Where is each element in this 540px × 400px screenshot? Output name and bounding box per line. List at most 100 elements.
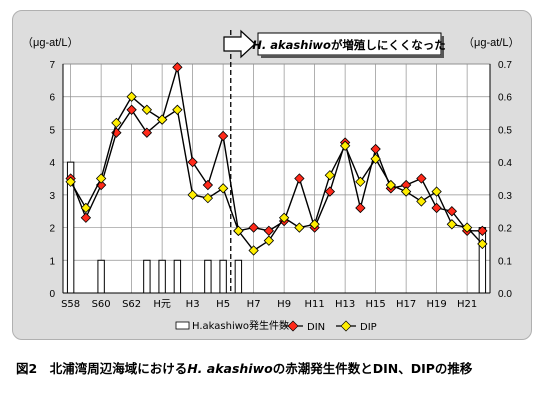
series-line-din	[69, 67, 483, 232]
x-tick-label: S60	[92, 299, 111, 310]
left-axis-label: （μg-at/L）	[22, 36, 78, 49]
left-tick-label: 4	[49, 158, 55, 169]
point-dip	[233, 225, 244, 237]
legend-din-label: DIN	[307, 322, 325, 333]
point-din	[355, 202, 366, 214]
bar-mark	[158, 259, 166, 294]
point-din	[416, 173, 427, 184]
bar-mark	[97, 259, 105, 294]
annotation-box-shadow	[441, 36, 444, 58]
right-tick-label: 0.1	[498, 256, 512, 267]
caption-italic: H. akashiwo	[187, 361, 273, 376]
point-din	[294, 173, 305, 184]
x-tick-label: H9	[277, 299, 291, 310]
right-axis-label: （μg-at/L）	[463, 36, 519, 49]
x-tick-label: H11	[305, 299, 325, 310]
x-tick-label: H15	[366, 299, 386, 310]
point-dip	[294, 222, 305, 233]
point-dip	[263, 235, 275, 246]
point-dip	[309, 219, 320, 230]
left-tick-label: 5	[49, 125, 55, 136]
right-tick-label: 0.6	[498, 93, 512, 104]
right-tick-label: 0.4	[498, 158, 512, 169]
legend-dip-label: DIP	[360, 322, 377, 333]
annotation-text: H. akashiwoが増殖しにくくなった	[252, 38, 445, 52]
point-dip	[355, 176, 366, 187]
x-tick-label: H19	[427, 299, 447, 310]
point-dip	[217, 183, 229, 194]
point-din	[141, 127, 153, 138]
point-din	[446, 206, 458, 217]
point-dip	[248, 245, 259, 256]
point-dip	[156, 114, 168, 125]
right-tick-label: 0.2	[498, 224, 512, 235]
right-tick-label: 0.0	[498, 289, 512, 300]
point-dip	[172, 104, 183, 115]
arrow-icon	[223, 29, 256, 59]
x-tick-label: H5	[216, 299, 230, 310]
legend-din-marker	[287, 320, 299, 332]
annotation-italic: H. akashiwo	[252, 38, 331, 52]
annotation-suffix: が増殖しにくくなった	[331, 38, 446, 52]
x-tick-label: H元	[153, 299, 171, 310]
left-tick-label: 3	[49, 191, 55, 202]
bar-mark	[173, 259, 182, 294]
point-dip	[461, 222, 473, 233]
point-dip	[339, 140, 351, 151]
right-tick-label: 0.3	[498, 191, 512, 202]
point-dip	[385, 179, 397, 191]
point-din	[126, 104, 137, 115]
caption-prefix: 図2 北浦湾周辺海域における	[16, 361, 188, 376]
point-din	[202, 179, 214, 191]
annotation-box-shadow-bottom	[261, 55, 444, 58]
point-din	[248, 222, 259, 233]
point-din	[187, 156, 198, 168]
legend-dip-marker	[340, 320, 352, 332]
point-dip	[477, 238, 488, 250]
bar-mark	[478, 227, 487, 294]
point-din	[324, 186, 336, 197]
left-tick-label: 2	[49, 224, 55, 235]
bar-mark	[204, 259, 212, 294]
point-din	[217, 130, 229, 142]
point-dip	[187, 189, 198, 201]
right-tick-label: 0.7	[498, 60, 512, 71]
point-dip	[324, 170, 336, 181]
point-dip	[400, 186, 412, 197]
legend-bar-swatch	[175, 321, 190, 330]
point-dip	[446, 219, 458, 230]
caption-suffix: の赤潮発生件数とDIN、DIPの推移	[272, 361, 473, 376]
point-dip	[370, 153, 381, 165]
left-tick-label: 7	[49, 60, 55, 71]
chart: 0 1 2 3 4 5 6 7 0.0 0.1 0.2 0.3 0.4 0.5 0.6 0.7 S58 S60 S6…	[22, 29, 519, 333]
x-tick-label: H21	[457, 299, 477, 310]
left-tick-label: 1	[49, 256, 55, 267]
point-din	[477, 225, 488, 237]
x-tick-label: S58	[61, 299, 80, 310]
bar-mark	[219, 259, 227, 294]
x-tick-label: H3	[186, 299, 200, 310]
series-line-dip	[70, 95, 483, 252]
point-dip	[141, 104, 153, 115]
figure-caption: 図2 北浦湾周辺海域におけるH. akashiwoの赤潮発生件数とDIN、DIP…	[16, 358, 536, 377]
x-tick-label: H17	[396, 299, 416, 310]
x-tick-label: H7	[247, 299, 261, 310]
point-dip	[65, 176, 76, 187]
point-dip	[80, 202, 92, 214]
left-tick-label: 0	[49, 289, 55, 300]
point-dip	[111, 117, 122, 129]
point-dip	[278, 212, 290, 223]
point-din	[370, 143, 381, 155]
point-din	[80, 212, 92, 223]
point-dip	[416, 196, 427, 207]
legend: H.akashiwo発生件数 DIN DIP	[175, 319, 377, 333]
line-series	[65, 62, 488, 256]
point-dip	[431, 186, 442, 197]
bar-mark	[234, 259, 243, 294]
point-din	[263, 225, 275, 237]
right-tick-label: 0.5	[498, 125, 512, 136]
point-din	[172, 62, 183, 73]
x-tick-label: S62	[122, 299, 141, 310]
x-tick-label: H13	[335, 299, 355, 310]
point-dip	[126, 91, 137, 102]
